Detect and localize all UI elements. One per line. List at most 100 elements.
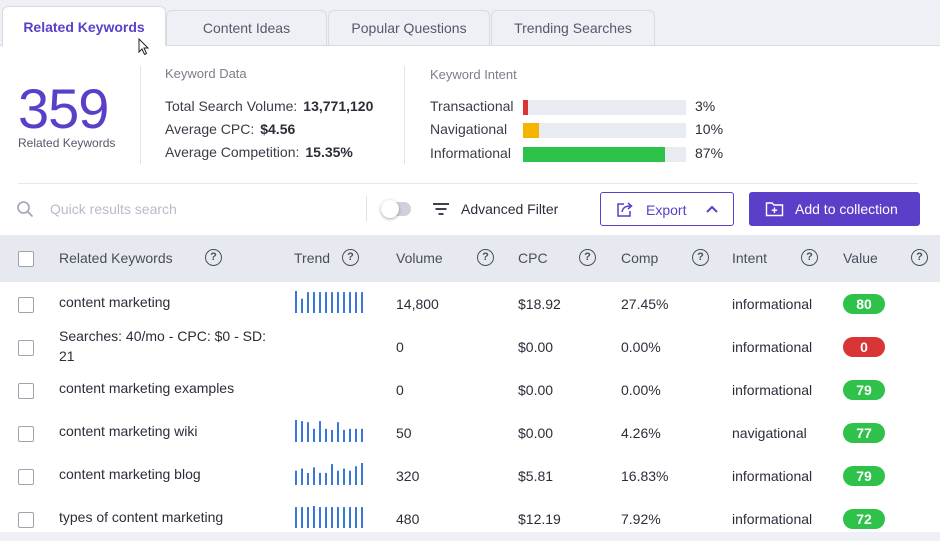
table-row[interactable]: content marketing blog 320 $5.81 16.83% …: [0, 455, 940, 498]
trend-bar: [337, 470, 339, 485]
value-badge: 77: [843, 423, 885, 443]
keyword-cell[interactable]: content marketing wiki: [59, 423, 198, 439]
filter-icon[interactable]: [432, 201, 450, 217]
table-row[interactable]: content marketing wiki 50 $0.00 4.26% na…: [0, 412, 940, 455]
keyword-cell[interactable]: content marketing blog: [59, 466, 201, 482]
related-keywords-count-label: Related Keywords: [18, 136, 116, 150]
tab-bar: Related Keywords Content Ideas Popular Q…: [0, 0, 940, 46]
intent-bar: [523, 100, 686, 115]
trend-bar: [301, 298, 303, 313]
keyword-cell[interactable]: Searches: 40/mo - CPC: $0 - SD: 21: [59, 328, 266, 364]
trend-bar: [361, 463, 363, 485]
trend-sparkline: [295, 506, 363, 528]
trend-bar: [349, 428, 351, 442]
divider: [404, 66, 405, 164]
trend-bar: [313, 292, 315, 313]
value-badge: 80: [843, 294, 885, 314]
trend-bar: [331, 507, 333, 528]
trend-bar: [361, 507, 363, 528]
trend-bar: [331, 429, 333, 442]
trend-bar: [349, 507, 351, 528]
volume-cell: 14,800: [396, 296, 439, 312]
header-comp[interactable]: Comp: [621, 250, 659, 266]
tab-content-ideas[interactable]: Content Ideas: [166, 10, 327, 45]
comp-cell: 27.45%: [621, 296, 669, 312]
comp-cell: 16.83%: [621, 468, 669, 484]
intent-navigational: Navigational 10%: [430, 121, 750, 139]
header-value[interactable]: Value: [843, 250, 878, 266]
help-icon[interactable]: ?: [205, 249, 222, 266]
trend-bar: [349, 292, 351, 313]
tab-related-keywords[interactable]: Related Keywords: [2, 6, 166, 46]
intent-percent: 3%: [695, 98, 716, 114]
help-icon[interactable]: ?: [911, 249, 928, 266]
intent-cell: navigational: [732, 425, 807, 441]
intent-bar: [523, 123, 686, 138]
quick-search-input[interactable]: [50, 197, 350, 221]
keyword-intent-title: Keyword Intent: [430, 67, 517, 82]
header-volume[interactable]: Volume: [396, 250, 443, 266]
intent-percent: 10%: [695, 121, 724, 137]
table-row[interactable]: Searches: 40/mo - CPC: $0 - SD: 21 0 $0.…: [0, 326, 940, 369]
help-icon[interactable]: ?: [801, 249, 818, 266]
keyword-cell[interactable]: content marketing: [59, 294, 171, 310]
intent-percent: 87%: [695, 145, 724, 161]
comp-cell: 0.00%: [621, 382, 661, 398]
help-icon[interactable]: ?: [342, 249, 359, 266]
header-intent[interactable]: Intent: [732, 250, 768, 266]
trend-bar: [301, 421, 303, 442]
table-row[interactable]: content marketing examples 0 $0.00 0.00%…: [0, 369, 940, 412]
help-icon[interactable]: ?: [692, 249, 709, 266]
help-icon[interactable]: ?: [477, 249, 494, 266]
volume-cell: 0: [396, 382, 404, 398]
average-cpc: Average CPC: $4.56: [165, 121, 295, 137]
keyword-cell[interactable]: types of content marketing: [59, 509, 224, 525]
trend-sparkline: [295, 420, 363, 442]
tab-trending-searches[interactable]: Trending Searches: [491, 10, 655, 45]
intent-bar-fill: [523, 147, 665, 162]
trend-bar: [355, 507, 357, 528]
header-trend[interactable]: Trend: [294, 250, 331, 266]
header-related-keywords[interactable]: Related Keywords: [59, 250, 173, 266]
trend-bar: [295, 507, 297, 528]
total-search-volume-value: 13,771,120: [303, 98, 374, 114]
folder-plus-icon: [765, 202, 784, 217]
trend-bar: [325, 428, 327, 442]
header-cpc[interactable]: CPC: [518, 250, 548, 266]
help-icon[interactable]: ?: [579, 249, 596, 266]
trend-bar: [295, 291, 297, 313]
divider: [18, 183, 918, 184]
trend-bar: [343, 429, 345, 442]
intent-bar-fill: [523, 123, 539, 138]
volume-cell: 0: [396, 339, 404, 355]
trend-bar: [355, 466, 357, 485]
intent-informational: Informational 87%: [430, 145, 750, 163]
intent-bar: [523, 147, 686, 162]
advanced-filter-button[interactable]: Advanced Filter: [461, 201, 559, 217]
toggle-knob: [381, 200, 399, 218]
toggle-switch[interactable]: [381, 200, 411, 218]
table-row[interactable]: types of content marketing 480 $12.19 7.…: [0, 498, 940, 541]
export-button[interactable]: Export: [600, 192, 734, 226]
row-checkbox[interactable]: [18, 512, 34, 528]
table-row[interactable]: content marketing 14,800 $18.92 27.45% i…: [0, 283, 940, 326]
keyword-cell[interactable]: content marketing examples: [59, 380, 235, 396]
related-keywords-count: 359: [18, 77, 109, 140]
select-all-checkbox[interactable]: [18, 251, 34, 267]
volume-cell: 50: [396, 425, 412, 441]
tab-popular-questions[interactable]: Popular Questions: [328, 10, 490, 45]
row-checkbox[interactable]: [18, 340, 34, 356]
cpc-cell: $12.19: [518, 511, 561, 527]
divider: [366, 196, 367, 222]
row-checkbox[interactable]: [18, 426, 34, 442]
total-search-volume: Total Search Volume: 13,771,120: [165, 98, 373, 114]
row-checkbox[interactable]: [18, 297, 34, 313]
trend-bar: [343, 292, 345, 313]
row-checkbox[interactable]: [18, 469, 34, 485]
average-cpc-value: $4.56: [260, 121, 296, 137]
trend-bar: [325, 292, 327, 313]
row-checkbox[interactable]: [18, 383, 34, 399]
trend-bar: [343, 507, 345, 528]
intent-cell: informational: [732, 382, 813, 398]
add-to-collection-button[interactable]: Add to collection: [749, 192, 920, 226]
